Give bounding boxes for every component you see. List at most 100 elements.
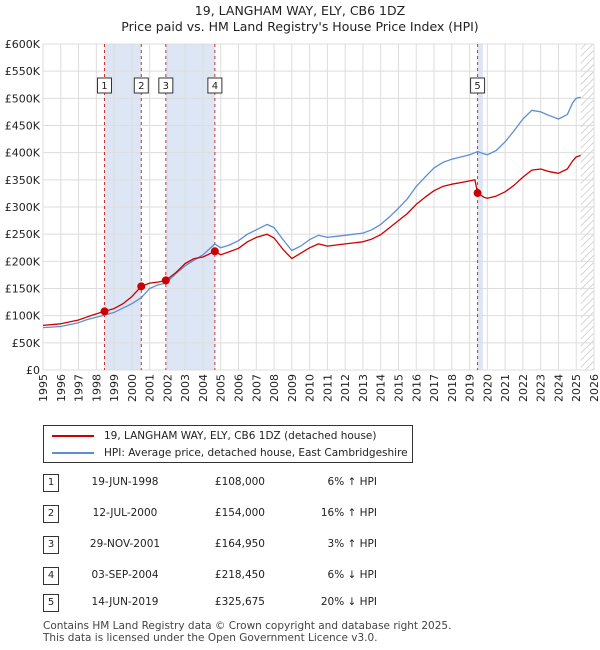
x-tick-label: 2005 [215, 374, 228, 402]
price-chart: 1 2 3 4 5 £0 £50K £100K £150K £200K £250K £300K £35… [5, 38, 600, 402]
transaction-price: £154,000 [214, 507, 265, 519]
y-axis-labels: £0 £50K £100K £150K £200K £250K £300K £350K £400… [5, 38, 41, 377]
transaction-label: 4 [212, 81, 218, 92]
chart-subtitle: Price paid vs. HM Land Registry's House … [121, 19, 479, 34]
x-tick-label: 2023 [535, 374, 548, 402]
y-tick-label: £0 [26, 364, 40, 377]
transaction-badge: 2 [43, 505, 59, 523]
x-tick-label: 2003 [179, 374, 192, 402]
transaction-label: 5 [474, 81, 480, 92]
legend-label-hpi: HPI: Average price, detached house, East… [104, 447, 408, 459]
footer-copyright: Contains HM Land Registry data © Crown c… [43, 620, 452, 632]
y-tick-label: £400K [5, 147, 41, 160]
transaction-row: 5 14-JUN-2019 £325,675 20% ↓ HPI [0, 594, 600, 612]
transaction-label: 2 [138, 81, 144, 92]
legend-item-hpi: HPI: Average price, detached house, East… [52, 446, 408, 460]
transaction-badge: 1 [43, 474, 59, 492]
transaction-date: 12-JUL-2000 [92, 507, 158, 519]
y-tick-label: £300K [5, 201, 41, 214]
transaction-label-box [158, 77, 174, 94]
x-axis-labels: 1995 1996 1997 1998 1999 2000 2001 2002 2003 2004… [37, 374, 600, 402]
property-price-line [42, 154, 581, 327]
x-tick-label: 1996 [55, 374, 68, 402]
transaction-label: 1 [101, 81, 107, 92]
x-tick-label: 2012 [339, 374, 352, 402]
y-tick-label: £100K [5, 310, 41, 323]
transaction-price: £218,450 [214, 569, 265, 581]
transaction-label-box [207, 77, 223, 94]
x-tick-label: 2001 [144, 374, 157, 402]
transaction-lines: 1 2 3 4 5 [96, 44, 486, 370]
transaction-date: 03-SEP-2004 [91, 569, 159, 581]
transaction-marker [161, 276, 170, 285]
grid [42, 43, 595, 371]
x-tick-label: 2009 [286, 374, 299, 402]
transaction-marker [137, 282, 146, 291]
transaction-hpi-diff: 6% ↑ HPI [327, 476, 377, 488]
x-tick-label: 2000 [126, 374, 139, 402]
x-tick-label: 2014 [375, 374, 388, 402]
transaction-date: 14-JUN-2019 [91, 596, 159, 608]
transaction-price: £325,675 [214, 596, 265, 608]
transaction-label-box [470, 77, 486, 94]
x-tick-label: 1998 [90, 374, 103, 402]
transaction-markers [100, 189, 482, 316]
hpi-line [42, 96, 581, 329]
transaction-hpi-diff: 3% ↑ HPI [327, 538, 377, 550]
x-tick-label: 2018 [446, 374, 459, 402]
legend-swatch-property [52, 435, 94, 437]
x-tick-label: 2021 [499, 374, 512, 402]
y-tick-label: £500K [5, 92, 41, 105]
y-tick-label: £600K [5, 38, 41, 51]
transaction-marker [473, 189, 482, 198]
x-tick-label: 2008 [268, 374, 281, 402]
transaction-hpi-diff: 16% ↑ HPI [320, 507, 377, 519]
series-lines [42, 96, 581, 329]
x-tick-label: 2004 [197, 374, 210, 402]
transaction-hpi-diff: 6% ↓ HPI [327, 569, 377, 581]
x-tick-label: 2017 [428, 374, 441, 402]
transaction-price: £164,950 [214, 538, 265, 550]
x-tick-label: 1999 [108, 374, 121, 402]
transaction-row: 3 29-NOV-2001 £164,950 3% ↑ HPI [0, 536, 600, 554]
x-tick-label: 2013 [357, 374, 370, 402]
transaction-marker [210, 247, 219, 256]
x-tick-label: 2019 [464, 374, 477, 402]
transaction-date: 19-JUN-1998 [91, 476, 159, 488]
y-tick-label: £450K [5, 120, 41, 133]
transaction-badge: 5 [43, 594, 59, 612]
y-tick-label: £150K [5, 283, 41, 296]
transaction-badge: 3 [43, 536, 59, 554]
legend-swatch-hpi [52, 452, 94, 454]
transaction-date: 29-NOV-2001 [89, 538, 161, 550]
chart-title: 19, LANGHAM WAY, ELY, CB6 1DZ [194, 3, 406, 18]
transaction-badge: 4 [43, 567, 59, 585]
x-tick-label: 2020 [481, 374, 494, 402]
transaction-label: 3 [163, 81, 169, 92]
y-tick-label: £250K [5, 228, 41, 241]
x-tick-label: 2011 [321, 374, 334, 402]
y-tick-label: £50K [12, 337, 41, 350]
transaction-label-box [96, 77, 112, 94]
x-tick-label: 2007 [250, 374, 263, 402]
x-tick-label: 2016 [410, 374, 423, 402]
x-tick-label: 2010 [304, 374, 317, 402]
transaction-row: 2 12-JUL-2000 £154,000 16% ↑ HPI [0, 505, 600, 523]
x-tick-label: 2015 [392, 374, 405, 402]
transaction-hpi-diff: 20% ↓ HPI [320, 596, 377, 608]
y-tick-label: £350K [5, 174, 41, 187]
x-tick-label: 2006 [233, 374, 246, 402]
x-tick-label: 2022 [517, 374, 530, 402]
x-tick-label: 2025 [570, 374, 583, 402]
x-tick-label: 2002 [161, 374, 174, 402]
y-tick-label: £550K [5, 65, 41, 78]
transaction-row: 4 03-SEP-2004 £218,450 6% ↓ HPI [0, 567, 600, 585]
transaction-price: £108,000 [214, 476, 265, 488]
x-tick-label: 1997 [73, 374, 86, 402]
x-tick-label: 1995 [37, 374, 50, 402]
legend-item-property: 19, LANGHAM WAY, ELY, CB6 1DZ (detached … [52, 429, 377, 443]
transaction-marker [100, 307, 109, 316]
legend: 19, LANGHAM WAY, ELY, CB6 1DZ (detached … [43, 425, 413, 463]
footer-license: This data is licensed under the Open Gov… [43, 632, 378, 644]
transaction-row: 1 19-JUN-1998 £108,000 6% ↑ HPI [0, 474, 600, 492]
